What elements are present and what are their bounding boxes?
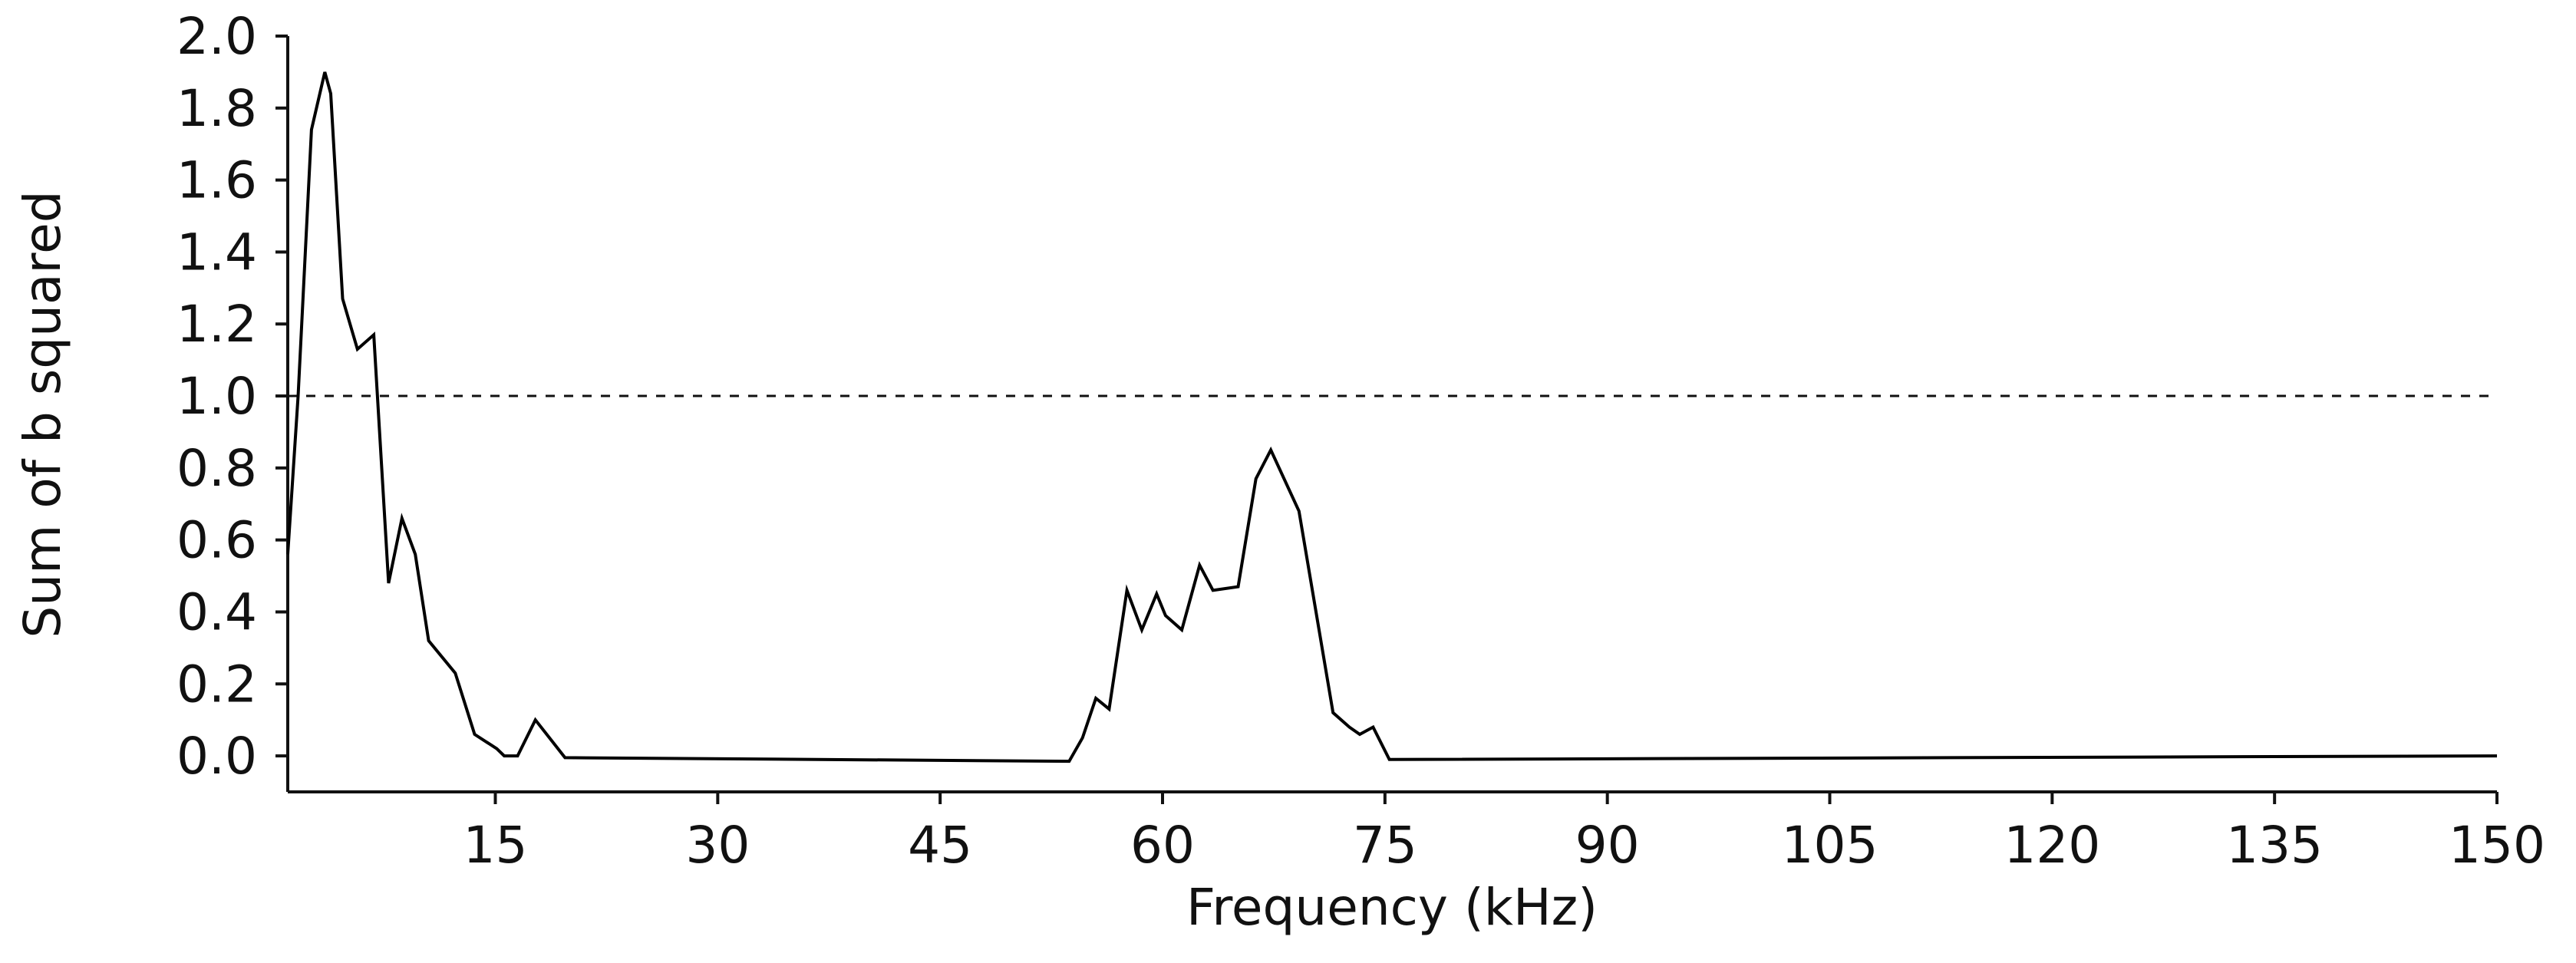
x-tick-label: 75 <box>1353 816 1417 875</box>
y-tick-label: 0.8 <box>176 439 257 498</box>
y-tick-label: 1.0 <box>176 367 257 426</box>
data-line <box>286 71 2498 763</box>
x-axis-label: Frequency (kHz) <box>1186 878 1598 937</box>
x-tick-label: 30 <box>685 816 750 875</box>
y-tick-label: 0.2 <box>176 655 257 714</box>
y-tick-label: 2.0 <box>176 7 257 66</box>
x-tick-label: 60 <box>1130 816 1195 875</box>
x-tick-label: 90 <box>1575 816 1640 875</box>
x-tick-label: 15 <box>463 816 528 875</box>
x-tick-label: 120 <box>2004 816 2100 875</box>
y-tick-label: 0.0 <box>176 727 257 786</box>
x-tick-label: 150 <box>2449 816 2545 875</box>
x-tick-label: 45 <box>908 816 972 875</box>
y-axis-label: Sum of b squared <box>13 190 72 638</box>
y-tick-label: 1.4 <box>176 223 257 282</box>
y-tick-label: 1.6 <box>176 151 257 210</box>
x-tick-label: 105 <box>1782 816 1878 875</box>
y-tick-label: 0.6 <box>176 511 257 570</box>
y-tick-label: 1.2 <box>176 295 257 354</box>
y-tick-label: 0.4 <box>176 582 257 641</box>
y-tick-label: 1.8 <box>176 79 257 138</box>
x-tick-label: 135 <box>2226 816 2323 875</box>
